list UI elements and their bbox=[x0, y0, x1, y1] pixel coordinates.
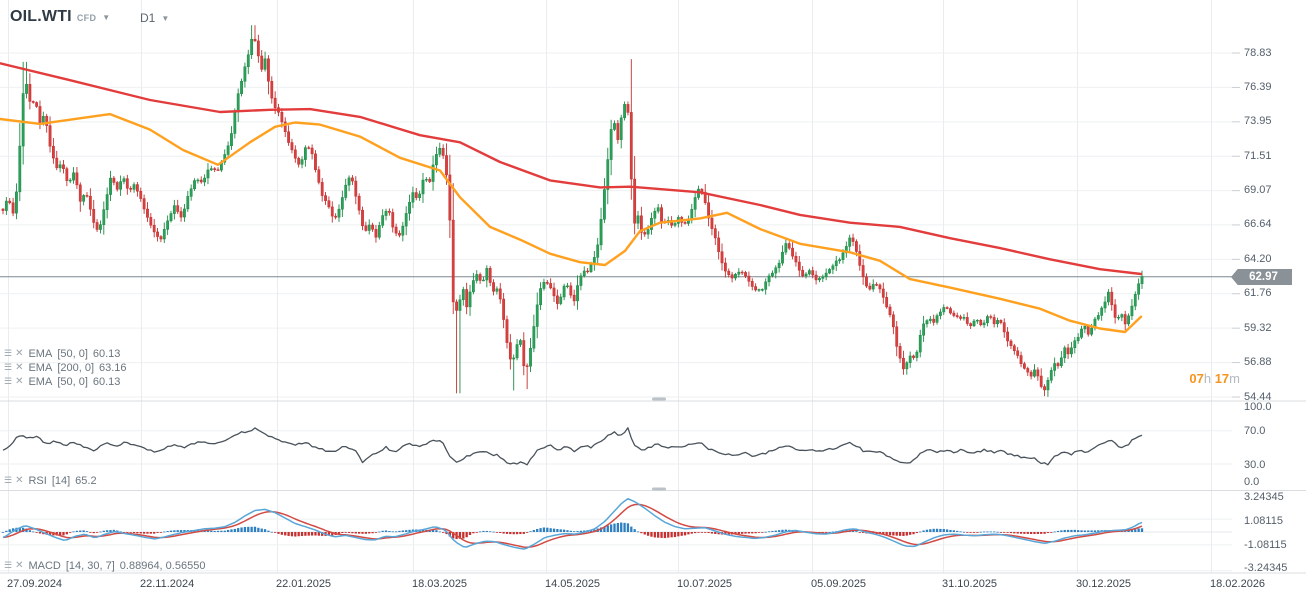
countdown-minutes: 17 bbox=[1214, 371, 1230, 386]
date-axis-label: 27.09.2024 bbox=[7, 578, 63, 590]
bar-close-countdown: 07h 17m bbox=[1189, 371, 1240, 386]
indicator-axis-label: 70.0 bbox=[1244, 424, 1266, 437]
ema-indicator-row: ☰ ✕ EMA [50, 0] 60.13 bbox=[4, 375, 120, 388]
panel-resize-handle[interactable] bbox=[652, 487, 666, 491]
indicator-close-icon[interactable]: ✕ bbox=[15, 361, 24, 373]
indicator-axis-label: 0.0 bbox=[1244, 475, 1260, 488]
macd-indicator-row: ☰ ✕ MACD [14, 30, 7] 0.88964, 0.56550 bbox=[4, 559, 205, 572]
panel-resize-handle[interactable] bbox=[652, 397, 666, 401]
date-axis-label: 31.10.2025 bbox=[942, 578, 998, 590]
price-axis-label: 66.64 bbox=[1244, 218, 1272, 231]
date-axis-label: 05.09.2025 bbox=[811, 578, 867, 590]
date-axis-label: 18.03.2025 bbox=[412, 578, 468, 590]
rsi-indicator-row: ☰ ✕ RSI [14] 65.2 bbox=[4, 474, 97, 487]
indicator-close-icon[interactable]: ✕ bbox=[15, 375, 24, 387]
price-axis-label: 71.51 bbox=[1244, 149, 1272, 162]
indicator-value: 65.2 bbox=[75, 474, 97, 487]
date-axis-label: 18.02.2026 bbox=[1210, 578, 1266, 590]
indicator-name: EMA bbox=[28, 361, 53, 374]
indicator-settings-icon[interactable]: ☰ bbox=[4, 348, 13, 358]
timeframe-label[interactable]: D1 bbox=[140, 11, 156, 25]
indicator-close-icon[interactable]: ✕ bbox=[15, 347, 24, 359]
indicator-close-icon[interactable]: ✕ bbox=[15, 474, 24, 486]
price-axis-label: 64.20 bbox=[1244, 252, 1272, 265]
date-axis-label: 22.01.2025 bbox=[276, 578, 332, 590]
timeframe-dropdown-caret-icon[interactable]: ▼ bbox=[161, 14, 170, 23]
indicator-axis-label: -1.08115 bbox=[1244, 538, 1287, 551]
timeframe-selector[interactable]: D1 ▼ bbox=[140, 11, 169, 25]
ema-indicator-row: ☰ ✕ EMA [200, 0] 63.16 bbox=[4, 361, 127, 374]
price-axis-label: 73.95 bbox=[1244, 115, 1272, 128]
symbol-dropdown-caret-icon[interactable]: ▼ bbox=[102, 13, 111, 22]
indicator-params: [200, 0] bbox=[57, 361, 95, 374]
indicator-axis-label: 100.0 bbox=[1244, 400, 1272, 413]
symbol-name: OIL.WTI bbox=[10, 8, 72, 25]
indicator-value: 60.13 bbox=[92, 375, 121, 388]
current-price-badge: 62.97 bbox=[1231, 269, 1292, 285]
indicator-axis-label: -3.24345 bbox=[1244, 561, 1288, 574]
indicator-name: EMA bbox=[28, 347, 53, 360]
indicator-settings-icon[interactable]: ☰ bbox=[4, 560, 13, 570]
symbol-header: OIL.WTI CFD ▼ bbox=[10, 8, 110, 26]
indicator-name: MACD bbox=[28, 559, 61, 572]
indicator-params: [14] bbox=[51, 474, 71, 487]
date-axis-label: 30.12.2025 bbox=[1076, 578, 1132, 590]
ema-indicator-row: ☰ ✕ EMA [50, 0] 60.13 bbox=[4, 347, 120, 360]
indicator-close-icon[interactable]: ✕ bbox=[15, 559, 24, 571]
indicator-params: [50, 0] bbox=[57, 375, 88, 388]
date-axis-label: 22.11.2024 bbox=[140, 578, 195, 590]
indicator-settings-icon[interactable]: ☰ bbox=[4, 376, 13, 386]
indicator-axis-label: 3.24345 bbox=[1244, 490, 1284, 503]
price-axis-label: 78.83 bbox=[1244, 46, 1272, 59]
price-axis-label: 61.76 bbox=[1244, 287, 1272, 300]
indicator-value: 0.88964, 0.56550 bbox=[119, 559, 206, 572]
indicator-name: RSI bbox=[28, 474, 47, 487]
indicator-settings-icon[interactable]: ☰ bbox=[4, 475, 13, 485]
price-axis-label: 76.39 bbox=[1244, 80, 1272, 93]
indicator-value: 60.13 bbox=[92, 347, 121, 360]
indicator-params: [50, 0] bbox=[57, 347, 88, 360]
indicator-value: 63.16 bbox=[99, 361, 127, 374]
indicator-axis-label: 1.08115 bbox=[1244, 514, 1283, 527]
date-axis-label: 14.05.2025 bbox=[545, 578, 601, 590]
indicator-settings-icon[interactable]: ☰ bbox=[4, 362, 13, 372]
price-axis-label: 59.32 bbox=[1244, 321, 1272, 334]
indicator-name: EMA bbox=[28, 375, 53, 388]
indicator-axis-label: 30.0 bbox=[1244, 458, 1266, 471]
date-axis-label: 10.07.2025 bbox=[677, 578, 733, 590]
market-type-label: CFD bbox=[76, 13, 97, 23]
price-axis-label: 54.44 bbox=[1244, 390, 1272, 403]
price-axis-label: 56.88 bbox=[1244, 356, 1272, 369]
price-axis-label: 69.07 bbox=[1244, 184, 1272, 197]
indicator-params: [14, 30, 7] bbox=[65, 559, 115, 572]
countdown-hours: 07 bbox=[1189, 371, 1204, 386]
